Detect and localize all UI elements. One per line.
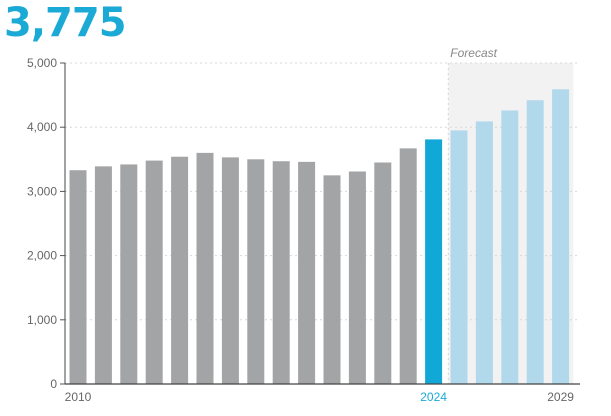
bar-2016 [221, 157, 239, 384]
bar-2023 [399, 148, 417, 384]
y-tick-label: 2,000 [27, 249, 57, 263]
bar-2022 [374, 162, 392, 384]
forecast-label: Forecast [450, 46, 497, 60]
bar-2021 [348, 171, 366, 384]
bar-2013 [145, 160, 163, 384]
bar-2019 [298, 161, 316, 384]
x-tick-label: 2029 [547, 390, 574, 404]
bar-2026 [475, 121, 493, 384]
bar-2024 [425, 139, 443, 384]
bar-2018 [272, 161, 290, 384]
bar-2027 [501, 110, 519, 385]
y-tick-label: 0 [50, 377, 57, 391]
y-tick-label: 5,000 [27, 56, 57, 70]
y-tick-label: 3,000 [27, 184, 57, 198]
x-tick-label: 2010 [65, 390, 92, 404]
bar-2011 [94, 166, 112, 384]
y-tick-label: 4,000 [27, 120, 57, 134]
x-tick-label: 2024 [420, 390, 447, 404]
bar-2012 [120, 164, 138, 384]
bar-2017 [247, 159, 265, 384]
bar-2010 [69, 170, 87, 384]
bar-2020 [323, 175, 341, 384]
bar-2014 [171, 156, 189, 384]
headline-value: 3,775 [4, 0, 127, 46]
bar-2029 [552, 89, 570, 385]
y-tick-label: 1,000 [27, 313, 57, 327]
bar-2028 [526, 100, 544, 385]
bar-2015 [196, 152, 214, 384]
bar-2025 [450, 130, 468, 384]
